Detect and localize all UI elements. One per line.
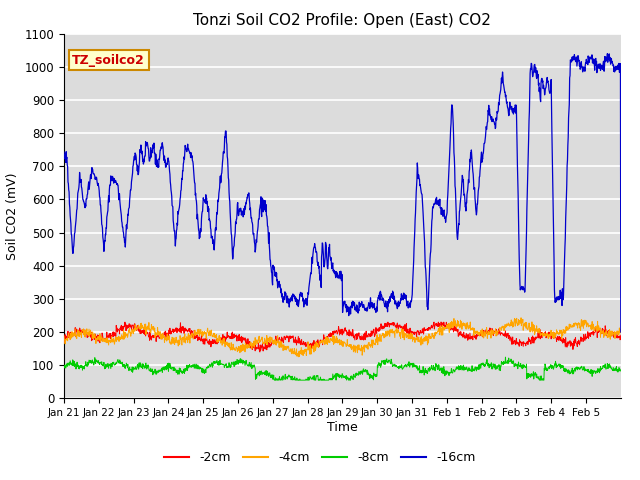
X-axis label: Time: Time [327, 421, 358, 434]
Y-axis label: Soil CO2 (mV): Soil CO2 (mV) [6, 172, 19, 260]
Legend: -2cm, -4cm, -8cm, -16cm: -2cm, -4cm, -8cm, -16cm [159, 446, 481, 469]
Text: TZ_soilco2: TZ_soilco2 [72, 54, 145, 67]
Title: Tonzi Soil CO2 Profile: Open (East) CO2: Tonzi Soil CO2 Profile: Open (East) CO2 [193, 13, 492, 28]
